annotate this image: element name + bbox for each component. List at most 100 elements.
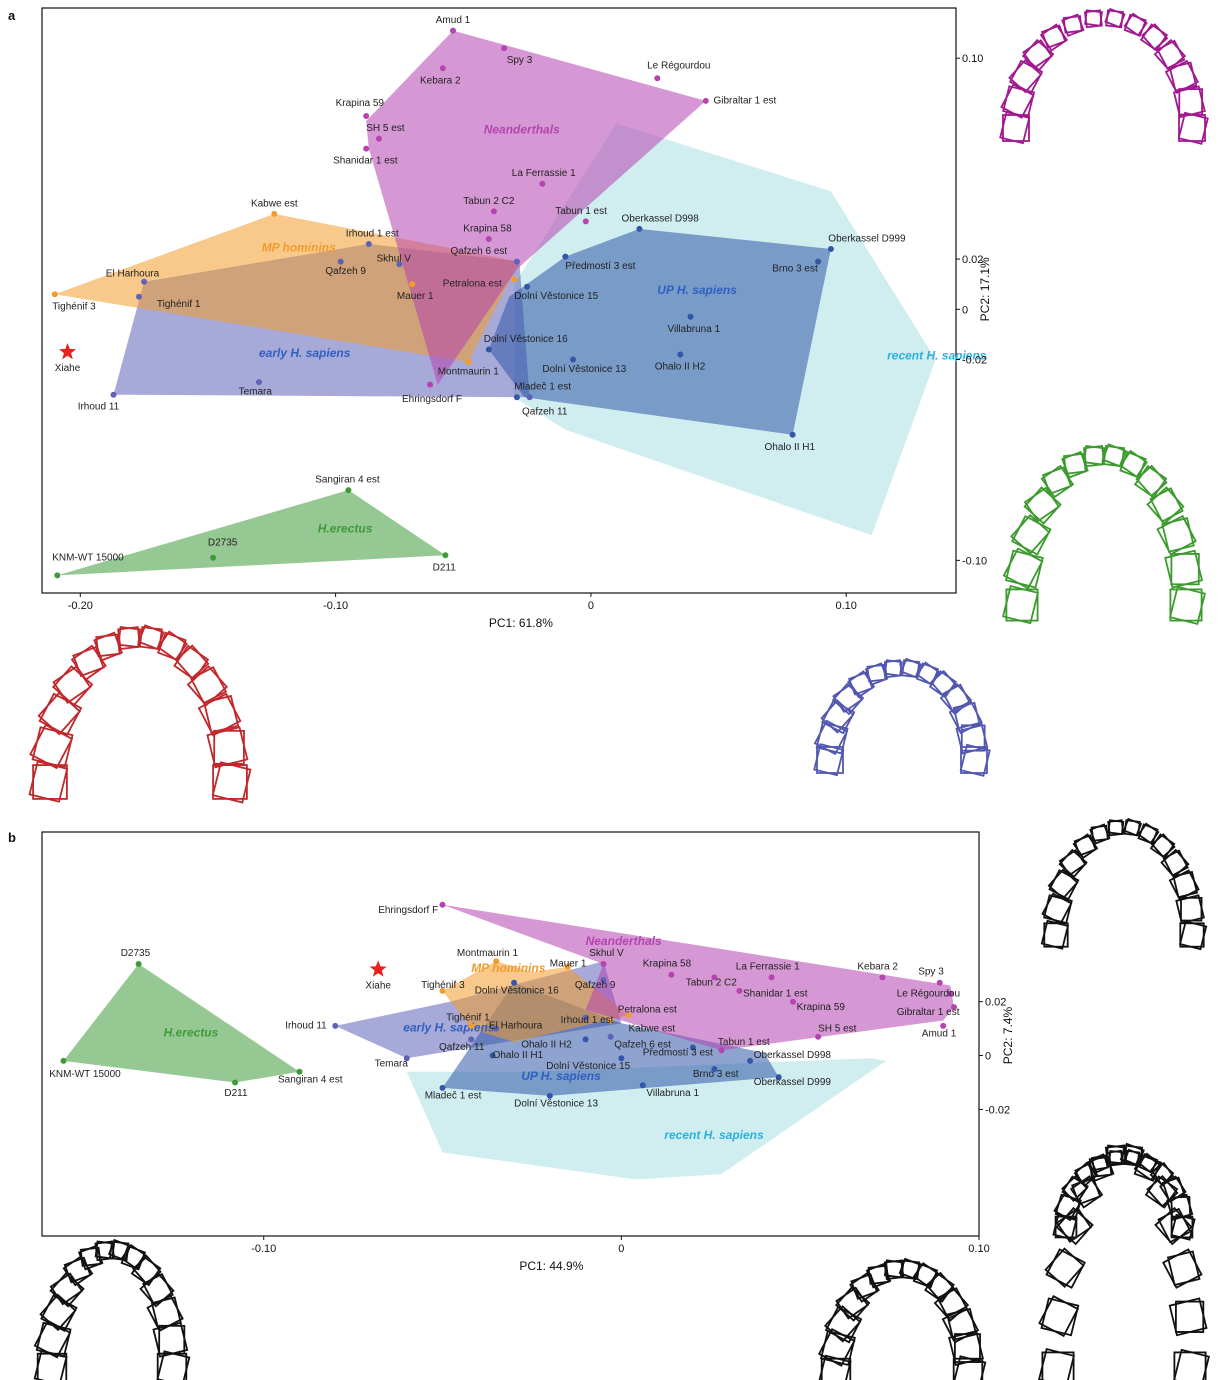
point-montmaurin-1-a — [465, 359, 471, 365]
point-ohalo-ii-h2-b — [583, 1036, 589, 1042]
point-label-qafzeh-6-est-a: Qafzeh 6 est — [451, 246, 508, 257]
point-label-ohalo-ii-h1-b: Ohalo II H1 — [493, 1050, 544, 1061]
point-spy-3-a — [501, 45, 507, 51]
point-label-ehringsdorf-f-b: Ehringsdorf F — [378, 905, 438, 916]
point-label-tigh-nif-1-b: Tighénif 1 — [446, 1013, 490, 1024]
point-la-ferrassie-1-a — [539, 181, 545, 187]
point-oberkassel-d998-b — [747, 1058, 753, 1064]
point-qafzeh-9-a — [338, 259, 344, 265]
point-label-p-edmost-3-est-a: Předmostí 3 est — [565, 261, 635, 272]
point-label-kabwe-est-b: Kabwe est — [629, 1023, 676, 1034]
y-tick-label-a: 0 — [962, 304, 968, 316]
group-label-early-a: early H. sapiens — [259, 346, 351, 360]
dental-arch-icon — [1042, 819, 1206, 949]
point-label-mauer-1-b: Mauer 1 — [550, 959, 587, 970]
point-krapina-59-b — [790, 999, 796, 1005]
point-label-krapina-59-a: Krapina 59 — [336, 98, 385, 109]
point-label-skhul-v-a: Skhul V — [377, 254, 412, 265]
point-label-spy-3-b: Spy 3 — [918, 967, 944, 978]
point-oberkassel-d998-a — [636, 226, 642, 232]
x-tick-label-b: -0.10 — [251, 1243, 276, 1255]
point-label-montmaurin-1-a: Montmaurin 1 — [438, 367, 500, 378]
point-qafzeh-6-est-b — [608, 1034, 614, 1040]
point-d211-b — [232, 1080, 238, 1086]
point-label-oberkassel-d999-a: Oberkassel D999 — [828, 234, 906, 245]
dental-arch-icon — [814, 659, 990, 776]
point-label-kebara-2-a: Kebara 2 — [420, 75, 461, 86]
point-villabruna-1-a — [688, 314, 694, 320]
point-petralona-est-a — [511, 276, 517, 282]
dental-arch-icon — [1003, 444, 1205, 624]
point-spy-3-b — [937, 980, 943, 986]
point-label-irhoud-11-b: Irhoud 11 — [285, 1021, 327, 1032]
x-axis-title-a: PC1: 61.8% — [489, 616, 553, 630]
group-label-recent-b: recent H. sapiens — [664, 1128, 764, 1142]
point-irhoud-11-a — [111, 392, 117, 398]
point-tabun-1-est-a — [583, 218, 589, 224]
point-tabun-1-est-b — [719, 1047, 725, 1053]
point-label-petralona-est-a: Petralona est — [443, 279, 502, 290]
x-tick-label-a: 0.10 — [836, 600, 857, 612]
point-label-irhoud-1-est-a: Irhoud 1 est — [346, 229, 399, 240]
point-label-oberkassel-d998-b: Oberkassel D998 — [754, 1050, 832, 1061]
point-mlade-1-est-a — [514, 394, 520, 400]
x-axis-title-b: PC1: 44.9% — [519, 1259, 583, 1273]
point-label-knm-wt-15000-b: KNM-WT 15000 — [49, 1069, 121, 1080]
point-label-sangiran-4-est-a: Sangiran 4 est — [315, 475, 380, 486]
point-label-la-ferrassie-1-a: La Ferrassie 1 — [512, 168, 576, 179]
point-label-d211-b: D211 — [224, 1088, 248, 1099]
dental-arch-icon — [1039, 1144, 1209, 1380]
point-label-villabruna-1-a: Villabruna 1 — [668, 324, 721, 335]
point-label-gibraltar-1-est-b: Gibraltar 1 est — [897, 1007, 960, 1018]
xiahe-label-a: Xiahe — [55, 363, 81, 374]
point-label-ohalo-ii-h2-b: Ohalo II H2 — [521, 1040, 572, 1051]
point-label-krapina-58-b: Krapina 58 — [643, 959, 692, 970]
point-amud-1-a — [450, 28, 456, 34]
point-label-kebara-2-b: Kebara 2 — [857, 961, 898, 972]
x-tick-label-a: -0.10 — [323, 600, 348, 612]
point-label-brno-3-est-b: Brno 3 est — [693, 1069, 739, 1080]
point-d211-a — [442, 552, 448, 558]
point-label-le-r-gourdou-b: Le Régourdou — [897, 988, 960, 999]
point-label-spy-3-a: Spy 3 — [507, 55, 533, 66]
group-label-mp-a: MP hominins — [262, 241, 337, 255]
point-gibraltar-1-est-a — [703, 98, 709, 104]
point-label-brno-3-est-a: Brno 3 est — [772, 264, 818, 275]
point-qafzeh-11-a — [527, 394, 533, 400]
point-label-p-edmost-3-est-b: Předmostí 3 est — [643, 1048, 713, 1059]
point-krapina-59-a — [363, 113, 369, 119]
point-label-irhoud-11-a: Irhoud 11 — [78, 402, 120, 413]
y-axis-title-b: PC2: 7.4% — [1001, 1007, 1015, 1065]
point-montmaurin-1-b — [493, 958, 499, 964]
point-label-tigh-nif-3-b: Tighénif 3 — [421, 980, 465, 991]
point-label-d2735-b: D2735 — [121, 948, 151, 959]
point-label-doln-v-stonice-13-a: Dolní Věstonice 13 — [542, 364, 626, 375]
point-label-tigh-nif-1-a: Tighénif 1 — [157, 299, 201, 310]
group-label-neanderthals-a: Neanderthals — [484, 123, 560, 137]
pca-plot-a: recent H. sapiensH.erectusearly H. sapie… — [42, 8, 992, 630]
y-tick-label-a: -0.10 — [962, 555, 987, 567]
point-kebara-2-b — [879, 974, 885, 980]
point-d2735-a — [210, 555, 216, 561]
point-p-edmost-3-est-a — [562, 254, 568, 260]
point-label-doln-v-stonice-15-b: Dolní Věstonice 15 — [546, 1061, 630, 1072]
y-tick-label-a: -0.02 — [962, 355, 987, 367]
group-label-erectus-a: H.erectus — [318, 522, 373, 536]
point-label-petralona-est-b: Petralona est — [618, 1005, 677, 1016]
dental-arch-icon — [1000, 9, 1208, 144]
x-tick-label-b: 0 — [618, 1243, 624, 1255]
panel-letter-b: b — [8, 830, 16, 845]
point-krapina-58-a — [486, 236, 492, 242]
point-sh-5-est-a — [376, 136, 382, 142]
dental-arch-icon — [30, 625, 251, 802]
point-ehringsdorf-f-b — [440, 902, 446, 908]
point-ohalo-ii-h1-a — [790, 432, 796, 438]
point-label-tabun-2-c2-a: Tabun 2 C2 — [463, 196, 515, 207]
point-label-doln-v-stonice-13-b: Dolní Věstonice 13 — [514, 1099, 598, 1110]
point-label-amud-1-a: Amud 1 — [436, 15, 471, 26]
point-tigh-nif-1-b — [468, 1023, 474, 1029]
point-label-mlade-1-est-b: Mladeč 1 est — [425, 1091, 482, 1102]
point-irhoud-1-est-a — [366, 241, 372, 247]
point-doln-v-stonice-13-a — [570, 357, 576, 363]
